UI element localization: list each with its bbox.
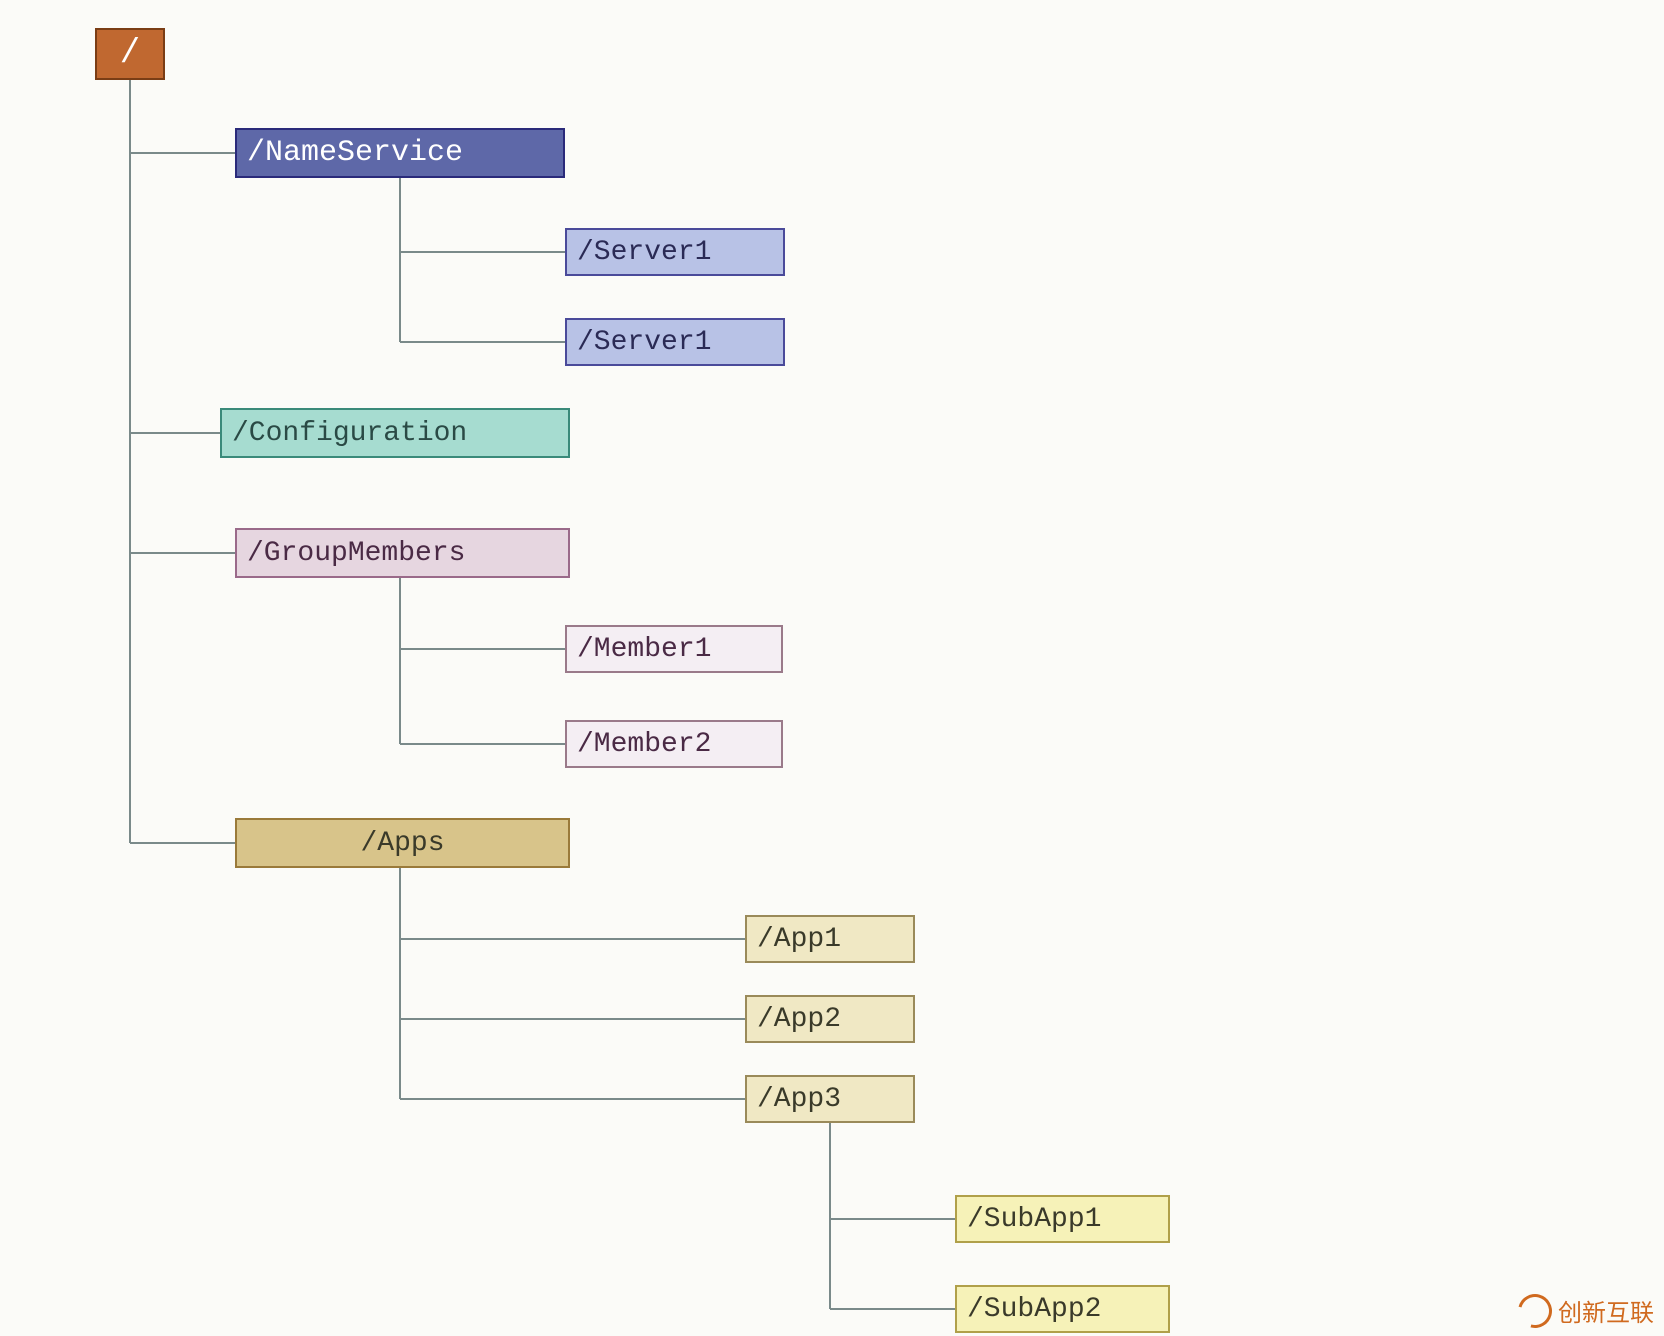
tree-node-member1: /Member1	[565, 625, 783, 673]
tree-node-server1b: /Server1	[565, 318, 785, 366]
tree-node-root: /	[95, 28, 165, 80]
tree-node-apps: /Apps	[235, 818, 570, 868]
watermark-text: 创新互联	[1558, 1293, 1654, 1328]
tree-node-nameservice: /NameService	[235, 128, 565, 178]
tree-node-app3: /App3	[745, 1075, 915, 1123]
tree-node-subapp1: /SubApp1	[955, 1195, 1170, 1243]
tree-connectors	[0, 0, 1664, 1336]
tree-node-groupmembers: /GroupMembers	[235, 528, 570, 578]
watermark: 创新互联	[1518, 1293, 1654, 1328]
tree-node-app1: /App1	[745, 915, 915, 963]
tree-node-member2: /Member2	[565, 720, 783, 768]
tree-node-app2: /App2	[745, 995, 915, 1043]
watermark-icon	[1512, 1287, 1558, 1333]
tree-node-server1a: /Server1	[565, 228, 785, 276]
tree-node-subapp2: /SubApp2	[955, 1285, 1170, 1333]
tree-node-configuration: /Configuration	[220, 408, 570, 458]
